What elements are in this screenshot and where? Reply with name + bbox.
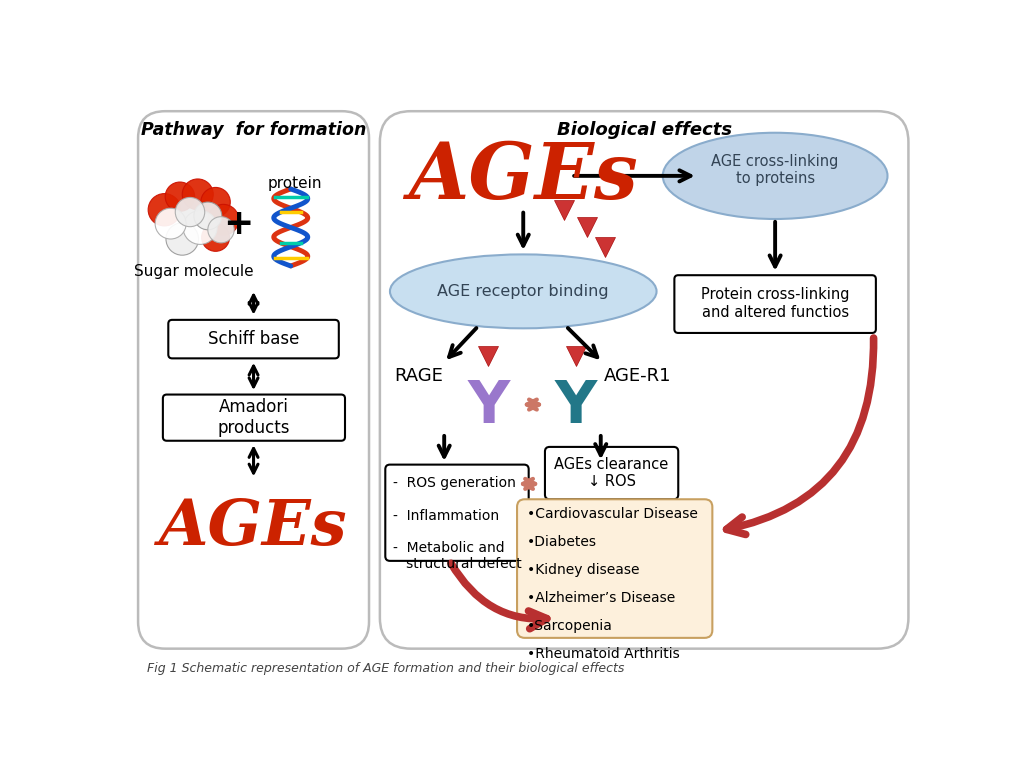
Text: Schiff base: Schiff base	[208, 330, 299, 348]
Text: +: +	[223, 206, 253, 241]
FancyArrowPatch shape	[727, 338, 873, 534]
Circle shape	[148, 193, 180, 226]
FancyBboxPatch shape	[517, 499, 713, 638]
Text: AGEs clearance
↓ ROS: AGEs clearance ↓ ROS	[554, 457, 669, 489]
Text: RAGE: RAGE	[394, 367, 443, 385]
Text: Y: Y	[555, 379, 597, 435]
Circle shape	[208, 217, 234, 243]
Circle shape	[183, 210, 217, 245]
Text: AGE cross-linking
to proteins: AGE cross-linking to proteins	[712, 153, 839, 186]
Text: •Cardiovascular Disease

•Diabetes

•Kidney disease

•Alzheimer’s Disease

•Sarc: •Cardiovascular Disease •Diabetes •Kidne…	[527, 507, 698, 661]
Circle shape	[182, 179, 213, 210]
Text: AGEs: AGEs	[409, 139, 638, 216]
FancyBboxPatch shape	[163, 394, 345, 441]
Circle shape	[165, 182, 195, 211]
Text: -  ROS generation

-  Inflammation

-  Metabolic and
   structural defect: - ROS generation - Inflammation - Metabo…	[393, 476, 522, 571]
FancyBboxPatch shape	[675, 275, 876, 333]
FancyArrowPatch shape	[451, 563, 547, 629]
Text: AGE-R1: AGE-R1	[604, 367, 672, 385]
Text: Fig 1 Schematic representation of AGE formation and their biological effects: Fig 1 Schematic representation of AGE fo…	[147, 662, 625, 675]
FancyBboxPatch shape	[380, 111, 908, 649]
Text: protein: protein	[267, 176, 322, 191]
Ellipse shape	[663, 132, 888, 219]
FancyBboxPatch shape	[545, 447, 678, 499]
Text: Amadori
products: Amadori products	[217, 398, 290, 437]
Circle shape	[175, 197, 205, 227]
Circle shape	[202, 224, 229, 252]
Text: Biological effects: Biological effects	[557, 121, 732, 139]
Text: AGEs: AGEs	[160, 497, 348, 559]
Ellipse shape	[390, 255, 656, 328]
Circle shape	[155, 208, 186, 239]
Text: Sugar molecule: Sugar molecule	[134, 264, 254, 279]
Text: Protein cross-linking
and altered functios: Protein cross-linking and altered functi…	[700, 287, 849, 320]
Circle shape	[166, 223, 199, 256]
FancyBboxPatch shape	[138, 111, 369, 649]
Text: AGE receptor binding: AGE receptor binding	[437, 284, 609, 299]
Text: Pathway  for formation: Pathway for formation	[141, 121, 367, 139]
Circle shape	[208, 204, 239, 235]
FancyBboxPatch shape	[168, 320, 339, 358]
Circle shape	[201, 188, 230, 217]
Text: Y: Y	[467, 379, 510, 435]
Circle shape	[194, 202, 222, 230]
FancyBboxPatch shape	[385, 464, 528, 561]
